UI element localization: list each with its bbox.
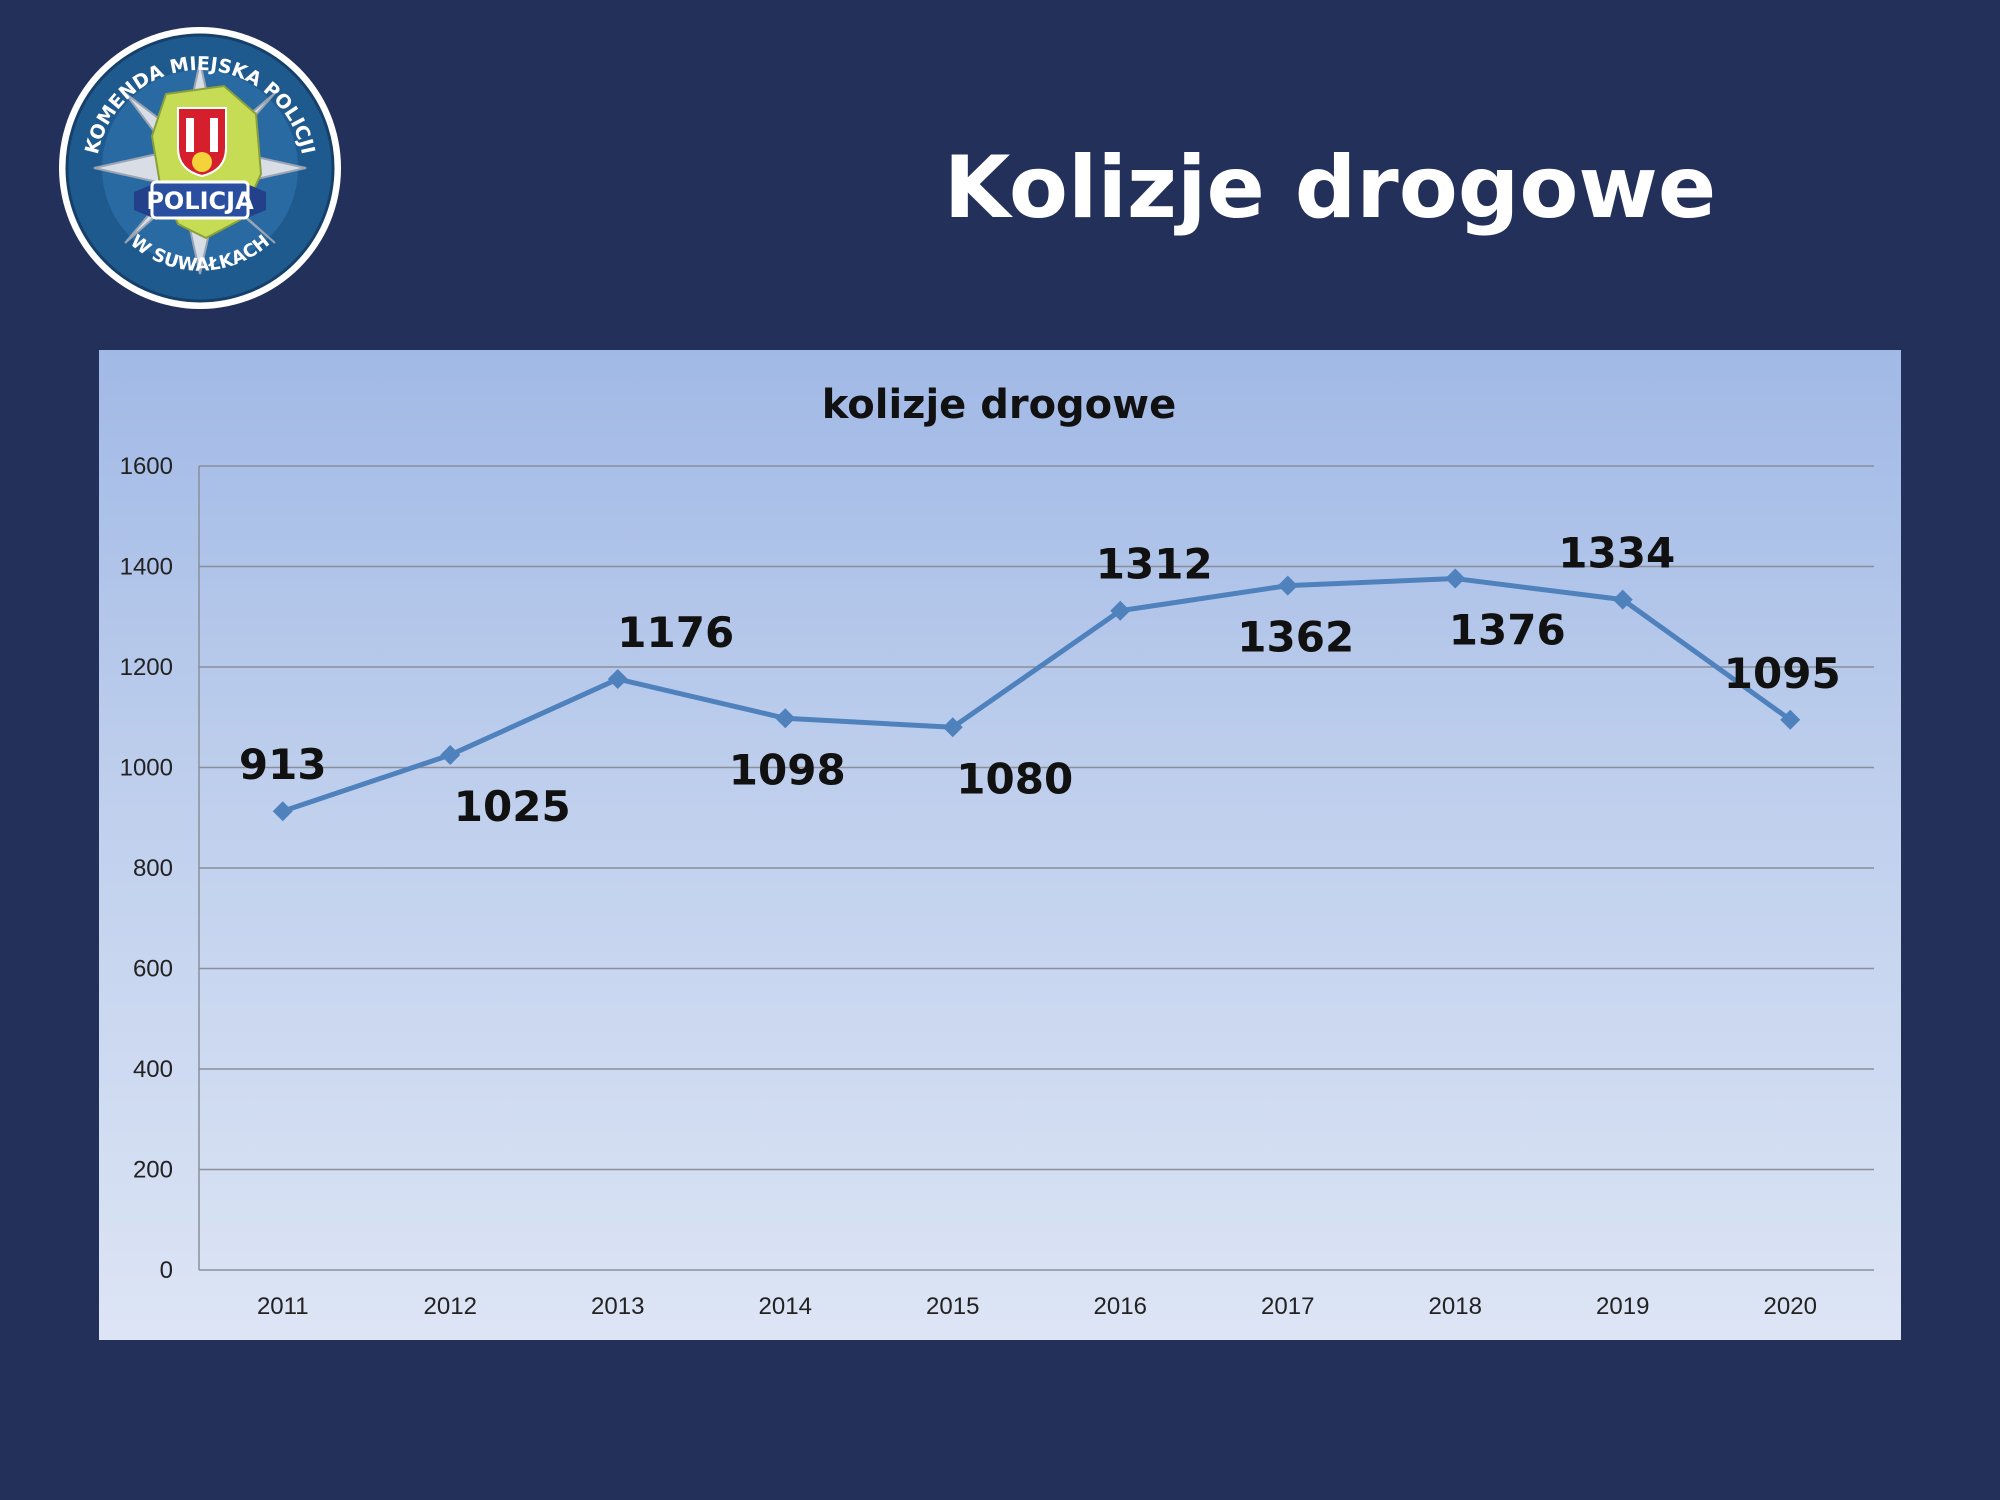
data-point-marker xyxy=(440,744,461,765)
data-label: 1334 xyxy=(1558,529,1675,578)
x-tick-label: 2015 xyxy=(926,1293,979,1320)
police-logo: POLICJA KOMENDA MIEJSKA POLICJI W SUWAŁK… xyxy=(59,27,341,309)
logo-banner-text: POLICJA xyxy=(146,187,254,215)
x-tick-label: 2013 xyxy=(591,1293,644,1320)
y-tick-label: 1400 xyxy=(120,554,173,581)
line-chart: kolizje drogowe 0 200 400 600 800 1000 1200 140… xyxy=(120,382,1874,1320)
data-label: 913 xyxy=(239,740,327,789)
chart-title: kolizje drogowe xyxy=(822,382,1177,428)
chart-panel: kolizje drogowe 0 200 400 600 800 1000 1200 140… xyxy=(99,350,1901,1340)
y-tick-label: 200 xyxy=(133,1157,173,1184)
y-tick-label: 1000 xyxy=(120,755,173,782)
data-label: 1376 xyxy=(1449,606,1566,655)
y-tick-label: 400 xyxy=(133,1056,173,1083)
data-label: 1176 xyxy=(617,608,734,657)
y-tick-label: 600 xyxy=(133,956,173,983)
x-tick-label: 2012 xyxy=(424,1293,477,1320)
x-tick-label: 2014 xyxy=(759,1293,812,1320)
x-tick-label: 2018 xyxy=(1429,1293,1482,1320)
y-tick-label: 1600 xyxy=(120,453,173,480)
y-tick-label: 1200 xyxy=(120,654,173,681)
data-label: 1362 xyxy=(1237,613,1354,662)
data-point-marker xyxy=(607,669,628,690)
y-tick-labels: 0 200 400 600 800 1000 1200 1400 1600 xyxy=(120,453,173,1284)
x-tick-label: 2020 xyxy=(1764,1293,1817,1320)
series-line xyxy=(281,576,1792,814)
data-label: 1312 xyxy=(1096,540,1213,589)
x-tick-label: 2016 xyxy=(1094,1293,1147,1320)
data-label: 1025 xyxy=(454,782,571,831)
x-tick-label: 2011 xyxy=(257,1293,309,1320)
data-point-marker xyxy=(775,708,796,729)
series-polyline xyxy=(281,576,1792,814)
data-labels: 913 1025 1176 1098 1080 1312 1362 1376 1334 1095 xyxy=(239,529,1841,831)
x-tick-label: 2017 xyxy=(1261,1293,1314,1320)
data-point-marker xyxy=(1277,575,1298,596)
axes xyxy=(198,466,1874,1271)
data-label: 1095 xyxy=(1724,649,1841,698)
x-tick-label: 2019 xyxy=(1596,1293,1649,1320)
data-label: 1098 xyxy=(729,745,846,794)
slide-title: Kolizje drogowe xyxy=(943,138,1717,238)
series-markers xyxy=(272,568,1801,822)
data-point-marker xyxy=(272,801,293,822)
y-tick-label: 800 xyxy=(133,855,173,882)
y-tick-label: 0 xyxy=(160,1257,173,1284)
gridlines xyxy=(199,465,1874,1171)
data-point-marker xyxy=(942,717,963,738)
x-tick-labels: 2011 2012 2013 2014 2015 2016 2017 2018 2019 2020 xyxy=(257,1293,1817,1320)
data-point-marker xyxy=(1110,600,1131,621)
data-point-marker xyxy=(1780,709,1801,730)
data-label: 1080 xyxy=(956,754,1073,803)
data-point-marker xyxy=(1445,568,1466,589)
